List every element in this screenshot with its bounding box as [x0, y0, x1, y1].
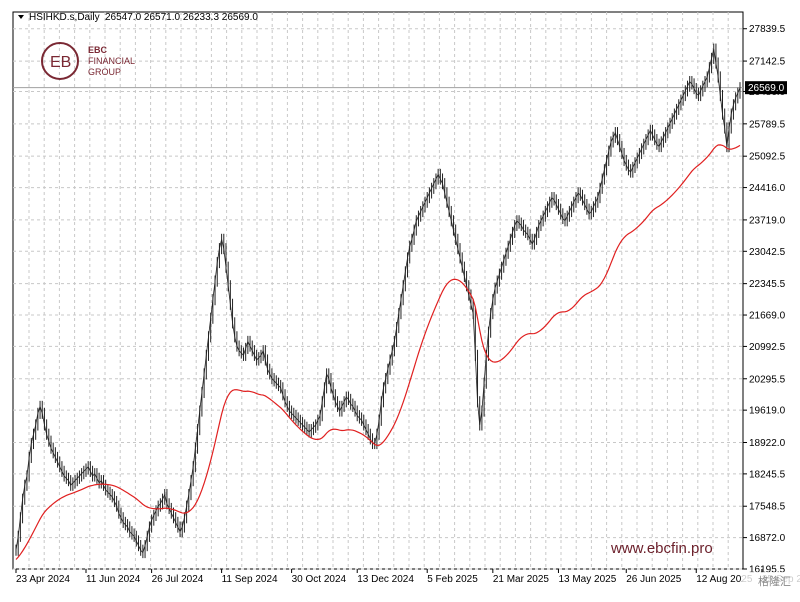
y-tick-label: 16195.5: [749, 565, 786, 576]
ebc-logo: EB EBC FINANCIAL GROUP: [41, 42, 135, 80]
x-tick-label: 12 Aug 2025: [696, 574, 753, 585]
logo-line-3: GROUP: [88, 67, 121, 77]
y-tick-label: 23042.5: [749, 247, 786, 258]
y-tick-label: 20992.5: [749, 342, 786, 353]
grid-lines: [13, 12, 743, 570]
y-tick-label: 16872.0: [749, 533, 786, 544]
symbol-label: HSIHKD.s,Daily: [29, 12, 100, 23]
dropdown-triangle-icon[interactable]: [18, 15, 24, 19]
y-tick-label: 24416.0: [749, 183, 786, 194]
logo-line-2: FINANCIAL: [88, 56, 135, 66]
logo-line-1: EBC: [88, 45, 108, 55]
current-price-tag: 26569.0: [745, 81, 787, 95]
x-tick-label: 21 Mar 2025: [493, 574, 550, 585]
x-tick-label: 11 Jun 2024: [86, 574, 141, 585]
ma-path: [15, 144, 741, 560]
x-tick-label: 11 Sep 2024: [222, 574, 278, 585]
moving-average-line: [15, 144, 741, 560]
x-axis: 23 Apr 2024 11 Jun 2024 26 Jul 2024 11 Sep …: [15, 569, 800, 585]
price-tag-background: [745, 81, 787, 95]
x-tick-label: 13 May 2025: [558, 574, 616, 585]
y-tick-label: 17548.5: [749, 502, 786, 513]
y-tick-label: 18245.5: [749, 469, 786, 480]
y-tick-label: 27142.5: [749, 57, 786, 68]
y-axis: 16195.5 16872.0 17548.5 18245.5 18922.0 19619…: [743, 24, 786, 576]
website-watermark: www.ebcfin.pro: [610, 540, 713, 557]
y-tick-label: 22345.5: [749, 279, 786, 290]
y-tick-label: 23719.0: [749, 215, 786, 226]
badge-background: [742, 572, 800, 590]
y-tick-label: 25789.5: [749, 119, 786, 130]
x-tick-label: 26 Jul 2024: [152, 574, 204, 585]
x-tick-label: 5 Feb 2025: [427, 574, 478, 585]
price-bars: [15, 43, 741, 559]
y-tick-label: 25092.5: [749, 152, 786, 163]
y-tick-label: 18922.0: [749, 438, 786, 449]
price-tag-label: 26569.0: [748, 83, 785, 94]
logo-ring-icon: [41, 42, 79, 80]
price-close-line: [15, 49, 741, 554]
y-tick-label: 27839.5: [749, 24, 786, 35]
y-tick-label: 19619.0: [749, 406, 786, 417]
x-tick-label: 23 Apr 2024: [16, 574, 70, 585]
chart-header: HSIHKD.s,Daily 26547.0 26571.0 26233.3 2…: [18, 12, 258, 23]
y-tick-label: 20295.5: [749, 374, 786, 385]
badge-text: 格隆汇: [758, 574, 791, 588]
x-tick-label: 26 Jun 2025: [626, 574, 681, 585]
logo-monogram: EB: [50, 54, 71, 71]
ohlc-values: 26547.0 26571.0 26233.3 26569.0: [105, 12, 258, 23]
y-tick-label: 21669.0: [749, 311, 786, 322]
corner-badge: 格隆汇: [742, 572, 800, 590]
x-tick-label: 13 Dec 2024: [357, 574, 414, 585]
plot-frame: [12, 11, 744, 570]
x-tick-label: 30 Oct 2024: [292, 574, 347, 585]
